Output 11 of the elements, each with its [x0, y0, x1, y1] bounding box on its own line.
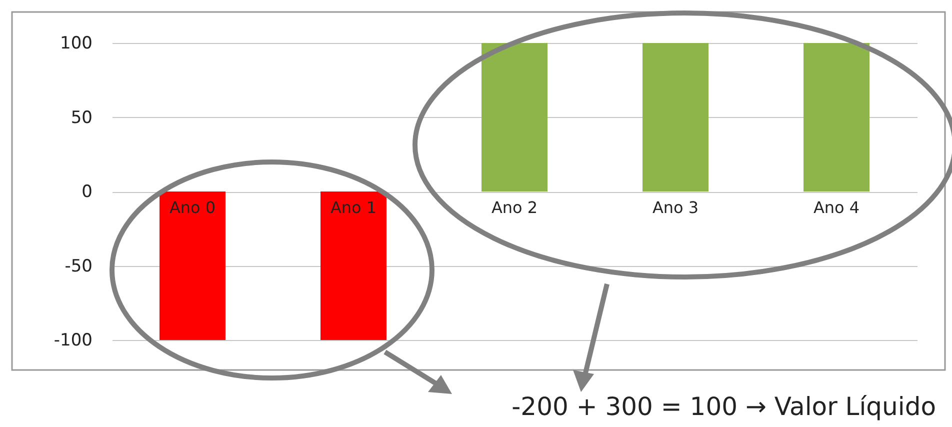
- x-tick-label: Ano 1: [330, 198, 377, 217]
- y-tick-label: -50: [64, 256, 92, 276]
- x-tick-label: Ano 4: [813, 198, 860, 217]
- y-tick-label: 50: [70, 108, 92, 128]
- y-tick-label: 0: [82, 182, 92, 202]
- text: -200 + 300 = 100 → Valor Líquido: [512, 392, 936, 421]
- y-tick-label: -100: [54, 330, 92, 350]
- y-tick-label: 100: [60, 34, 92, 54]
- x-tick-label: Ano 2: [491, 198, 538, 217]
- x-tick-label: Ano 3: [652, 198, 699, 217]
- x-tick-label: Ano 0: [169, 198, 216, 217]
